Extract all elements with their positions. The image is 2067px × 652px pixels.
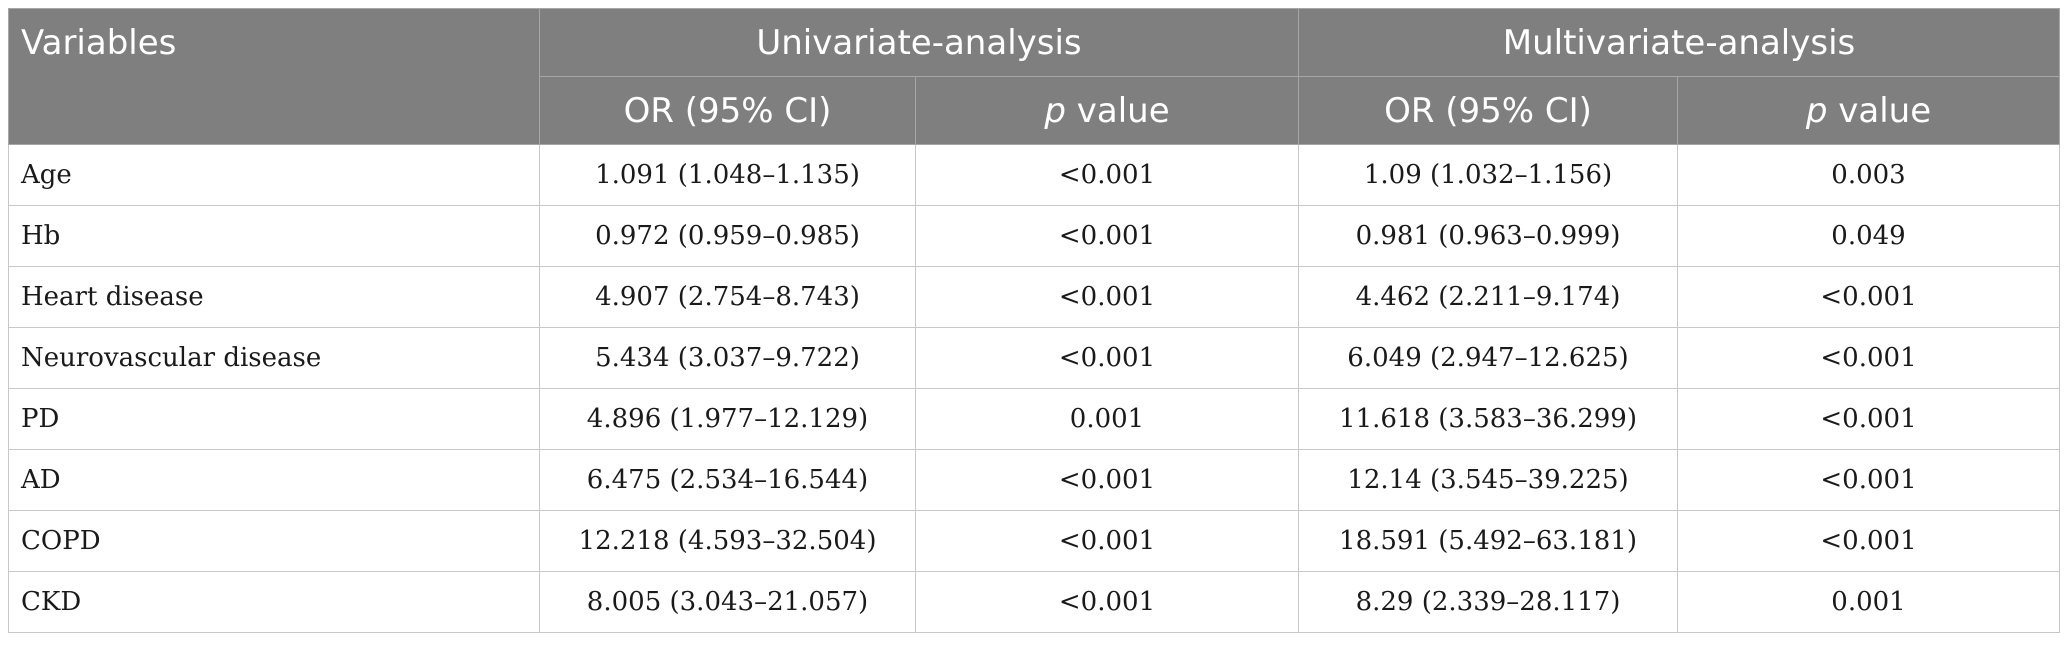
univariate-or-cell: 6.475 (2.534–16.544) — [539, 449, 916, 511]
multivariate-or-cell: 6.049 (2.947–12.625) — [1298, 327, 1678, 389]
table-row: CKD 8.005 (3.043–21.057) <0.001 8.29 (2.… — [8, 571, 2061, 633]
variable-cell: PD — [8, 388, 540, 450]
multivariate-p-cell: <0.001 — [1676, 266, 2061, 328]
multivariate-p-cell: <0.001 — [1676, 449, 2061, 511]
multivariate-p-cell: <0.001 — [1676, 510, 2061, 572]
univariate-or-cell: 8.005 (3.043–21.057) — [539, 571, 916, 633]
table-row: Hb 0.972 (0.959–0.985) <0.001 0.981 (0.9… — [8, 205, 2061, 267]
header-variables: Variables — [8, 8, 540, 145]
header-multivariate-analysis: Multivariate-analysis — [1297, 8, 2061, 77]
table-row: Heart disease 4.907 (2.754–8.743) <0.001… — [8, 266, 2061, 328]
variable-cell: AD — [8, 449, 540, 511]
table-row: Neurovascular disease 5.434 (3.037–9.722… — [8, 327, 2061, 389]
table-row: PD 4.896 (1.977–12.129) 0.001 11.618 (3.… — [8, 388, 2061, 450]
value-word-label: value — [1827, 90, 1932, 131]
table-header: Variables Univariate-analysis Multivaria… — [8, 8, 2061, 145]
header-multivariate-p-value: p value — [1676, 76, 2061, 145]
table-row: Age 1.091 (1.048–1.135) <0.001 1.09 (1.0… — [8, 144, 2061, 206]
multivariate-or-cell: 8.29 (2.339–28.117) — [1298, 571, 1678, 633]
univariate-or-cell: 4.896 (1.977–12.129) — [539, 388, 916, 450]
univariate-p-cell: <0.001 — [915, 571, 1299, 633]
header-row-groups: Variables Univariate-analysis Multivaria… — [8, 8, 2061, 145]
multivariate-or-cell: 0.981 (0.963–0.999) — [1298, 205, 1678, 267]
header-univariate-p-value: p value — [915, 76, 1299, 145]
p-italic-label: p — [1805, 90, 1828, 131]
univariate-or-cell: 5.434 (3.037–9.722) — [539, 327, 916, 389]
univariate-p-cell: 0.001 — [915, 388, 1299, 450]
value-word-label: value — [1065, 90, 1170, 131]
variable-cell: COPD — [8, 510, 540, 572]
multivariate-p-cell: <0.001 — [1676, 388, 2061, 450]
multivariate-p-cell: 0.003 — [1676, 144, 2061, 206]
univariate-or-cell: 1.091 (1.048–1.135) — [539, 144, 916, 206]
results-table-container: Variables Univariate-analysis Multivaria… — [8, 8, 2061, 633]
table-body: Age 1.091 (1.048–1.135) <0.001 1.09 (1.0… — [8, 144, 2061, 633]
variable-cell: Heart disease — [8, 266, 540, 328]
header-univariate-analysis: Univariate-analysis — [539, 8, 1299, 77]
multivariate-or-cell: 18.591 (5.492–63.181) — [1298, 510, 1678, 572]
multivariate-or-cell: 4.462 (2.211–9.174) — [1298, 266, 1678, 328]
multivariate-or-cell: 1.09 (1.032–1.156) — [1298, 144, 1678, 206]
table-row: AD 6.475 (2.534–16.544) <0.001 12.14 (3.… — [8, 449, 2061, 511]
variable-cell: CKD — [8, 571, 540, 633]
univariate-p-cell: <0.001 — [915, 327, 1299, 389]
variable-cell: Neurovascular disease — [8, 327, 540, 389]
univariate-or-cell: 4.907 (2.754–8.743) — [539, 266, 916, 328]
regression-results-table: Variables Univariate-analysis Multivaria… — [8, 8, 2061, 633]
variable-cell: Hb — [8, 205, 540, 267]
univariate-p-cell: <0.001 — [915, 449, 1299, 511]
multivariate-p-cell: 0.001 — [1676, 571, 2061, 633]
variable-cell: Age — [8, 144, 540, 206]
header-row-subcolumns: OR (95% CI) p value OR (95% CI) p value — [9, 76, 2061, 145]
multivariate-p-cell: 0.049 — [1676, 205, 2061, 267]
p-italic-label: p — [1044, 90, 1066, 131]
univariate-or-cell: 12.218 (4.593–32.504) — [539, 510, 916, 572]
table-row: COPD 12.218 (4.593–32.504) <0.001 18.591… — [8, 510, 2061, 572]
univariate-p-cell: <0.001 — [915, 266, 1299, 328]
header-univariate-or-ci: OR (95% CI) — [539, 76, 916, 145]
multivariate-or-cell: 11.618 (3.583–36.299) — [1298, 388, 1678, 450]
univariate-p-cell: <0.001 — [915, 205, 1299, 267]
univariate-or-cell: 0.972 (0.959–0.985) — [539, 205, 916, 267]
univariate-p-cell: <0.001 — [915, 144, 1299, 206]
univariate-p-cell: <0.001 — [915, 510, 1299, 572]
header-multivariate-or-ci: OR (95% CI) — [1298, 76, 1678, 145]
multivariate-p-cell: <0.001 — [1676, 327, 2061, 389]
multivariate-or-cell: 12.14 (3.545–39.225) — [1298, 449, 1678, 511]
